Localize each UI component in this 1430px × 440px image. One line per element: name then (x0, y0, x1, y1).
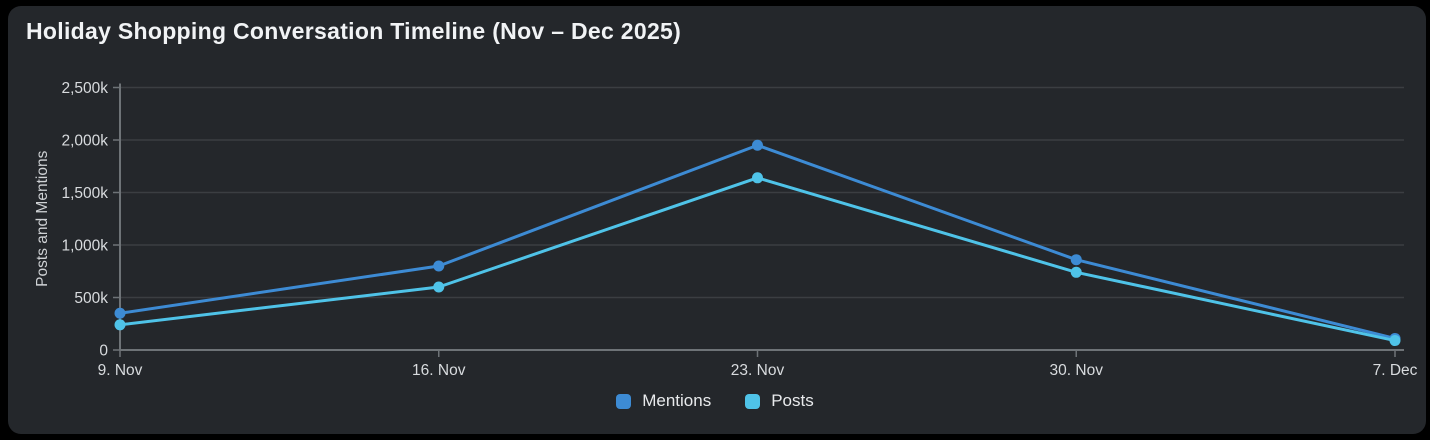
y-tick-label: 0 (99, 343, 108, 360)
mentions-swatch-icon (616, 393, 632, 409)
y-tick-label: 1,000k (61, 238, 108, 255)
legend-label-posts: Posts (771, 391, 814, 410)
x-tick-label: 23. Nov (731, 362, 785, 379)
data-point-posts[interactable] (1070, 266, 1082, 278)
posts-swatch-icon (745, 393, 761, 409)
x-tick-label: 7. Dec (1373, 362, 1418, 379)
x-tick-label: 30. Nov (1050, 362, 1104, 379)
page-title: Holiday Shopping Conversation Timeline (… (26, 18, 682, 44)
legend-item-posts[interactable]: Posts (745, 391, 814, 411)
data-point-mentions[interactable] (433, 260, 445, 272)
data-point-posts[interactable] (752, 172, 763, 184)
chart-card (8, 6, 1426, 434)
legend-label-mentions: Mentions (642, 391, 712, 410)
series-line-posts (118, 176, 1397, 343)
data-point-posts[interactable] (433, 281, 445, 293)
x-tick-label: 9. Nov (98, 362, 143, 379)
data-point-posts[interactable] (1389, 335, 1401, 347)
data-point-mentions[interactable] (752, 139, 763, 151)
y-tick-label: 2,000k (61, 133, 108, 150)
y-tick-label: 2,500k (61, 80, 108, 97)
chart-legend: Mentions Posts (0, 391, 1430, 411)
y-tick-label: 1,500k (61, 185, 108, 202)
data-point-mentions[interactable] (1070, 254, 1082, 266)
data-point-mentions[interactable] (114, 307, 126, 319)
data-point-posts[interactable] (114, 319, 126, 331)
y-axis-title: Posts and Mentions (34, 150, 51, 286)
y-tick-label: 500k (74, 290, 108, 307)
x-tick-label: 16. Nov (412, 362, 466, 379)
legend-item-mentions[interactable]: Mentions (616, 391, 711, 411)
